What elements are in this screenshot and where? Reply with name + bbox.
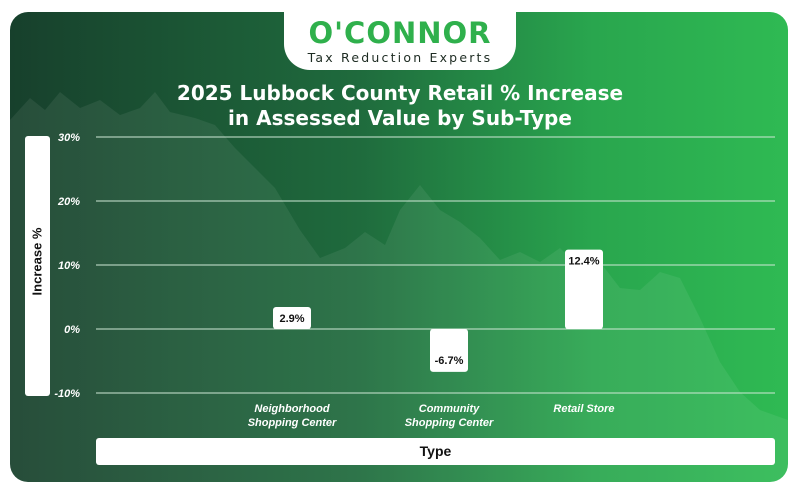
data-label: 2.9% (279, 313, 304, 325)
bar (565, 249, 603, 329)
brand-logo-text: O'CONNOR (308, 16, 492, 50)
chart-title-line-2: in Assessed Value by Sub-Type (228, 106, 572, 130)
x-tick-label: Shopping Center (248, 417, 337, 429)
x-tick-label: Retail Store (553, 403, 614, 415)
data-label: -6.7% (435, 355, 464, 367)
x-axis-label: Type (96, 438, 775, 465)
background-landscape-silhouette (10, 92, 788, 482)
brand-tagline: Tax Reduction Experts (307, 50, 493, 65)
data-label: 12.4% (568, 256, 599, 268)
y-tick-label: -10% (54, 388, 80, 400)
bar (273, 307, 311, 329)
y-tick-label: 0% (64, 324, 80, 336)
y-axis-label: Increase % (29, 227, 45, 296)
x-tick-label: Neighborhood (254, 403, 329, 415)
y-tick-label: 10% (58, 260, 80, 272)
bar (430, 329, 468, 372)
logo-tab: O'CONNOR Tax Reduction Experts (284, 12, 516, 70)
y-axis-label-box: Increase % (25, 136, 50, 396)
x-tick-label: Shopping Center (405, 417, 494, 429)
y-tick-label: 20% (57, 196, 80, 208)
x-tick-label: Community (419, 403, 480, 415)
y-tick-label: 30% (58, 132, 80, 144)
chart-title-line-1: 2025 Lubbock County Retail % Increase (176, 81, 624, 105)
chart-card: O'CONNOR Tax Reduction Experts (10, 12, 788, 482)
